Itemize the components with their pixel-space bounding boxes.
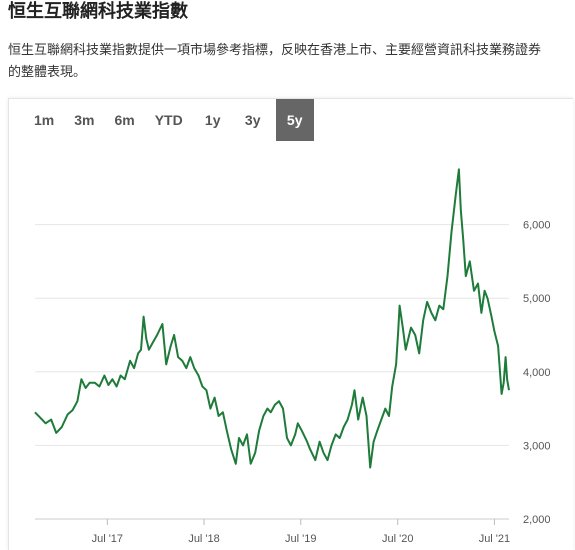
range-button-1m[interactable]: 1m [27,99,61,141]
range-button-1y[interactable]: 1y [196,99,230,141]
y-tick-label-5000: 5,000 [523,293,551,305]
series-line-0 [34,168,510,469]
y-tick-label-4000: 4,000 [523,367,551,379]
y-axis-labels: 2,000 3,000 4,000 5,000 6,000 [523,220,551,526]
range-button-5y[interactable]: 5y [275,99,314,141]
x-tick-label-0: Jul '17 [92,533,123,545]
range-selector: 1m 3m 6m YTD 1y 3y 5y [27,99,320,141]
line-chart[interactable]: 2,000 3,000 4,000 5,000 6,000 Jul '17 Jul '18… [9,99,573,550]
x-tick-label-3: Jul '20 [382,533,413,545]
page-description: 恒生互聯網科技業指數提供一項市場參考指標，反映在香港上市、主要經營資訊科技業務證… [8,43,542,80]
y-tick-label-6000: 6,000 [523,220,551,232]
chart-card: 1m 3m 6m YTD 1y 3y 5y 2,000 3,000 4,000 5,0… [8,98,573,550]
page-title: 恒生互聯網科技業指數 [8,1,188,22]
range-button-6m[interactable]: 6m [107,99,141,141]
x-tick-label-1: Jul '18 [188,533,219,545]
x-axis-labels: Jul '17 Jul '18 Jul '19 Jul '20 Jul '21 [92,533,511,545]
series-layer [34,168,510,469]
x-tick-label-4: Jul '21 [479,533,510,545]
range-button-3y[interactable]: 3y [236,99,270,141]
y-tick-label-3000: 3,000 [523,440,551,452]
range-button-ytd[interactable]: YTD [148,99,190,141]
range-button-3m[interactable]: 3m [67,99,101,141]
grid [35,224,509,525]
x-tick-label-2: Jul '19 [285,533,316,545]
y-tick-label-2000: 2,000 [523,514,551,526]
